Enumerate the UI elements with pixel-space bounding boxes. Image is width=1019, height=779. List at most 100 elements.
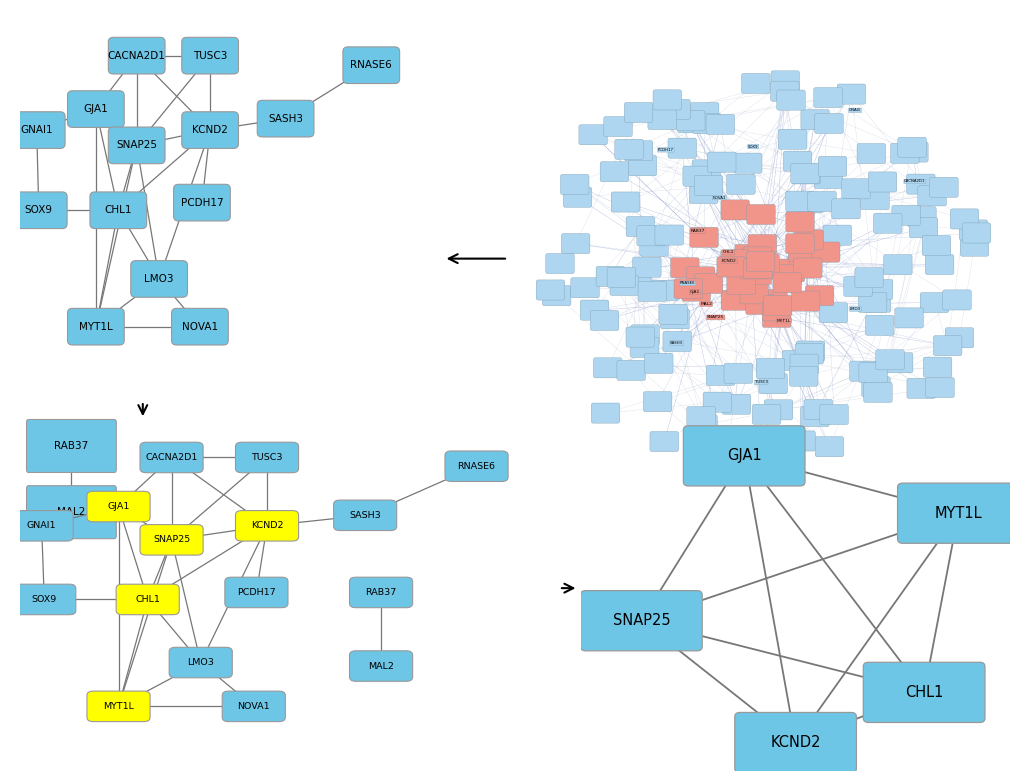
FancyBboxPatch shape (614, 139, 643, 160)
FancyBboxPatch shape (908, 217, 936, 238)
FancyBboxPatch shape (688, 414, 716, 435)
FancyBboxPatch shape (811, 242, 840, 262)
FancyBboxPatch shape (87, 691, 150, 721)
Text: GNAI1: GNAI1 (26, 521, 56, 530)
Text: NOVA1: NOVA1 (712, 196, 726, 199)
FancyBboxPatch shape (733, 153, 761, 173)
FancyBboxPatch shape (650, 280, 679, 301)
FancyBboxPatch shape (919, 293, 948, 312)
FancyBboxPatch shape (763, 400, 792, 420)
FancyBboxPatch shape (87, 492, 150, 522)
FancyBboxPatch shape (921, 235, 950, 256)
FancyBboxPatch shape (788, 252, 816, 272)
FancyBboxPatch shape (624, 102, 652, 122)
Text: GJA1: GJA1 (84, 104, 108, 114)
FancyBboxPatch shape (740, 259, 768, 279)
FancyBboxPatch shape (10, 192, 67, 228)
FancyBboxPatch shape (599, 161, 628, 182)
Text: LMO3: LMO3 (187, 658, 214, 667)
Text: CHL1: CHL1 (722, 251, 734, 255)
Text: SOX9: SOX9 (747, 145, 758, 149)
Text: GNAI1: GNAI1 (848, 108, 860, 112)
FancyBboxPatch shape (750, 254, 779, 274)
FancyBboxPatch shape (545, 253, 574, 273)
FancyBboxPatch shape (875, 350, 904, 370)
FancyBboxPatch shape (720, 291, 749, 310)
FancyBboxPatch shape (658, 305, 687, 324)
FancyBboxPatch shape (793, 258, 821, 278)
FancyBboxPatch shape (803, 400, 832, 420)
FancyBboxPatch shape (173, 185, 230, 221)
FancyBboxPatch shape (872, 213, 901, 233)
FancyBboxPatch shape (882, 255, 911, 275)
FancyBboxPatch shape (745, 294, 773, 315)
FancyBboxPatch shape (796, 341, 824, 361)
FancyBboxPatch shape (789, 366, 817, 386)
FancyBboxPatch shape (181, 37, 238, 74)
FancyBboxPatch shape (683, 166, 711, 186)
FancyBboxPatch shape (639, 236, 667, 256)
FancyBboxPatch shape (636, 226, 664, 246)
Text: RNASE6: RNASE6 (680, 281, 695, 285)
FancyBboxPatch shape (819, 404, 848, 425)
FancyBboxPatch shape (676, 111, 704, 131)
FancyBboxPatch shape (894, 308, 922, 328)
FancyBboxPatch shape (822, 225, 851, 245)
FancyBboxPatch shape (800, 110, 828, 129)
FancyBboxPatch shape (591, 403, 620, 423)
FancyBboxPatch shape (720, 249, 749, 270)
FancyBboxPatch shape (942, 290, 970, 310)
FancyBboxPatch shape (579, 125, 607, 145)
Text: MYT1L: MYT1L (78, 322, 113, 332)
FancyBboxPatch shape (897, 137, 925, 157)
FancyBboxPatch shape (794, 192, 822, 213)
FancyBboxPatch shape (667, 138, 696, 158)
FancyBboxPatch shape (959, 236, 987, 256)
FancyBboxPatch shape (235, 442, 299, 473)
FancyBboxPatch shape (689, 183, 717, 203)
FancyBboxPatch shape (917, 186, 946, 206)
FancyBboxPatch shape (652, 90, 681, 110)
FancyBboxPatch shape (770, 71, 799, 91)
FancyBboxPatch shape (580, 300, 608, 320)
FancyBboxPatch shape (694, 273, 722, 294)
FancyBboxPatch shape (782, 351, 810, 371)
Text: SASH3: SASH3 (669, 341, 683, 345)
FancyBboxPatch shape (691, 160, 719, 180)
FancyBboxPatch shape (800, 407, 828, 427)
Text: TUSC3: TUSC3 (754, 380, 767, 385)
FancyBboxPatch shape (644, 354, 673, 373)
FancyBboxPatch shape (783, 151, 811, 171)
FancyBboxPatch shape (562, 187, 591, 207)
FancyBboxPatch shape (235, 510, 299, 541)
FancyBboxPatch shape (559, 174, 588, 195)
Text: CHL1: CHL1 (105, 205, 131, 215)
FancyBboxPatch shape (769, 81, 798, 101)
FancyBboxPatch shape (758, 374, 787, 393)
FancyBboxPatch shape (661, 100, 690, 119)
FancyBboxPatch shape (791, 164, 819, 184)
FancyBboxPatch shape (580, 590, 701, 650)
FancyBboxPatch shape (727, 274, 755, 294)
FancyBboxPatch shape (890, 143, 918, 164)
FancyBboxPatch shape (686, 407, 714, 427)
FancyBboxPatch shape (90, 192, 147, 228)
FancyBboxPatch shape (116, 584, 179, 615)
FancyBboxPatch shape (761, 301, 790, 321)
FancyBboxPatch shape (677, 113, 705, 133)
FancyBboxPatch shape (342, 47, 399, 83)
FancyBboxPatch shape (863, 382, 892, 403)
FancyBboxPatch shape (108, 37, 165, 74)
FancyBboxPatch shape (772, 264, 801, 284)
FancyBboxPatch shape (864, 315, 893, 336)
FancyBboxPatch shape (622, 269, 650, 289)
FancyBboxPatch shape (786, 431, 814, 451)
FancyBboxPatch shape (10, 510, 73, 541)
FancyBboxPatch shape (854, 268, 882, 287)
FancyBboxPatch shape (669, 258, 698, 278)
FancyBboxPatch shape (723, 363, 752, 383)
FancyBboxPatch shape (616, 361, 645, 380)
FancyBboxPatch shape (628, 156, 656, 176)
FancyBboxPatch shape (794, 344, 822, 364)
FancyBboxPatch shape (590, 310, 619, 330)
